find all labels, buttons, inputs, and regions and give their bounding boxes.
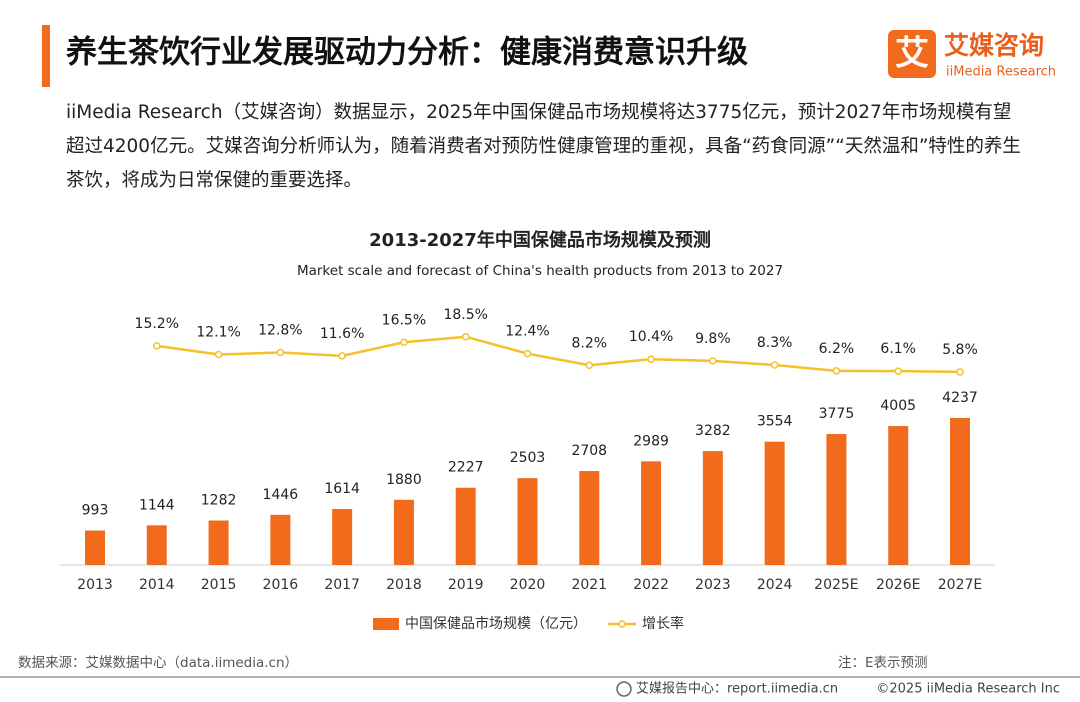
bar-value-label: 1144 — [139, 497, 175, 513]
x-tick-label: 2018 — [386, 577, 422, 593]
growth-point — [585, 361, 594, 370]
description: iiMedia Research（艾媒咨询）数据显示，2025年中国保健品市场规… — [66, 102, 1021, 191]
growth-point — [894, 367, 902, 375]
bar-value-label: 993 — [82, 503, 109, 519]
logo-mark: 艾 — [895, 34, 929, 74]
bar-value-label: 1446 — [263, 487, 299, 503]
growth-point — [709, 357, 717, 365]
bar — [517, 478, 538, 565]
growth-point — [214, 350, 223, 359]
bar-value-label: 2227 — [448, 460, 484, 476]
bar-value-label: 2989 — [633, 433, 669, 449]
growth-point — [647, 355, 655, 363]
chart-subtitle: Market scale and forecast of China's hea… — [297, 263, 783, 279]
bar — [950, 418, 970, 565]
source: 数据来源：艾媒数据中心（data.iimedia.cn） — [18, 655, 298, 671]
x-tick-label: 2023 — [695, 577, 731, 593]
x-tick-label: 2019 — [448, 577, 484, 593]
growth-label: 10.4% — [629, 329, 673, 345]
growth-label: 11.6% — [320, 326, 364, 342]
bar-value-label: 1282 — [201, 493, 237, 509]
bar — [455, 487, 476, 565]
growth-point — [276, 348, 285, 357]
growth-line — [156, 335, 961, 374]
bar-value-label: 2503 — [510, 450, 546, 466]
growth-point — [153, 342, 161, 350]
growth-point — [461, 333, 470, 341]
x-tick-label: 2013 — [77, 577, 113, 593]
bar-value-label: 2708 — [571, 443, 607, 459]
logo-cn: 艾媒咨询 — [944, 31, 1044, 60]
bar-value-label: 1614 — [324, 481, 360, 497]
x-tick-label: 2020 — [510, 577, 546, 593]
x-tick-label: 2027E — [938, 577, 982, 593]
chart-title: 2013-2027年中国保健品市场规模及预测 — [369, 229, 711, 251]
footer-copyright: ©2025 iiMedia Research Inc — [876, 682, 1060, 697]
logo-box — [888, 30, 936, 78]
bar — [764, 441, 785, 565]
growth-label: 6.2% — [819, 341, 855, 357]
bar — [702, 451, 723, 565]
x-tick-label: 2024 — [757, 577, 793, 593]
x-tick-label: 2016 — [263, 577, 299, 593]
growth-point — [523, 349, 532, 358]
growth-label: 15.2% — [135, 316, 179, 332]
growth-point — [338, 352, 346, 360]
bar — [208, 520, 229, 565]
x-tick-label: 2025E — [814, 577, 858, 593]
bar-value-label: 3775 — [819, 406, 855, 422]
growth-point — [770, 361, 779, 369]
logo-en: iiMedia Research — [946, 65, 1056, 80]
growth-label: 9.8% — [695, 331, 731, 347]
growth-label: 5.8% — [942, 342, 978, 358]
footer-icon — [616, 681, 632, 697]
x-tick-label: 2022 — [633, 577, 669, 593]
legend-swatch — [373, 618, 399, 630]
bar — [641, 461, 662, 565]
legend-swatch — [618, 620, 626, 628]
x-tick-label: 2021 — [571, 577, 607, 593]
bar — [579, 471, 600, 565]
bar — [826, 434, 847, 565]
bar-value-label: 1880 — [386, 472, 422, 488]
bar — [393, 499, 414, 565]
x-tick-label: 2026E — [876, 577, 920, 593]
legend-label: 中国保健品市场规模（亿元） — [405, 615, 587, 632]
growth-point — [400, 338, 408, 347]
note: 注：E表示预测 — [838, 655, 928, 671]
x-tick-label: 2017 — [324, 577, 360, 593]
page-title: 养生茶饮行业发展驱动力分析：健康消费意识升级 — [66, 35, 748, 71]
bar — [270, 514, 291, 565]
x-tick-label: 2014 — [139, 577, 175, 593]
legend-label: 增长率 — [642, 615, 684, 632]
bar — [332, 509, 353, 565]
growth-label: 8.3% — [757, 335, 793, 351]
bar-value-label: 3554 — [757, 414, 793, 430]
growth-label: 12.1% — [196, 324, 240, 340]
bar-value-label: 3282 — [695, 423, 731, 439]
growth-label: 6.1% — [880, 341, 916, 357]
footer-report: 艾媒报告中心：report.iimedia.cn — [636, 682, 838, 697]
bar-value-label: 4237 — [942, 390, 978, 406]
bar — [85, 530, 105, 565]
growth-label: 18.5% — [443, 307, 487, 323]
growth-label: 16.5% — [382, 312, 426, 328]
bar-value-label: 4005 — [880, 398, 916, 414]
growth-label: 12.4% — [505, 324, 549, 340]
growth-point — [956, 368, 964, 376]
bar — [146, 525, 167, 565]
growth-point — [832, 367, 841, 375]
growth-label: 12.8% — [258, 323, 302, 339]
title-accent — [42, 25, 50, 87]
growth-label: 8.2% — [571, 335, 607, 351]
x-tick-label: 2015 — [201, 577, 237, 593]
bar — [888, 426, 909, 565]
